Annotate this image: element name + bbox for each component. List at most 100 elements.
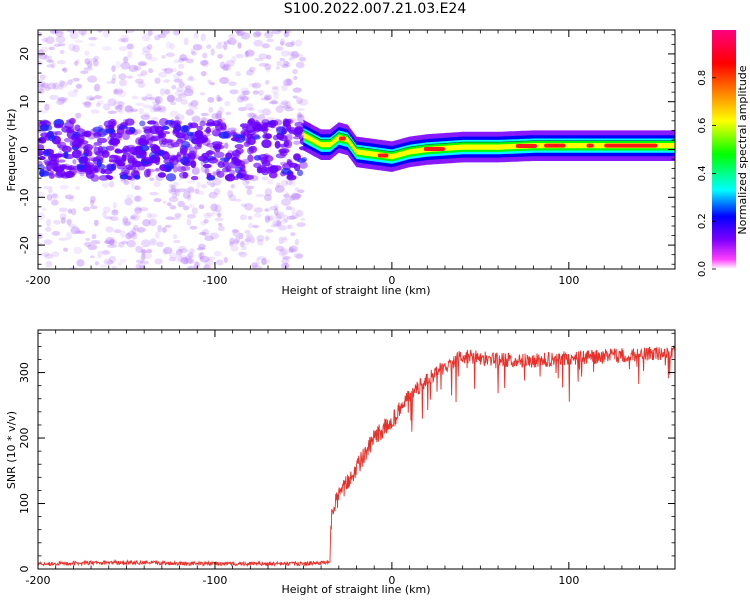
noise-blob — [224, 101, 231, 107]
noise-blob — [238, 94, 247, 99]
noise-blob — [68, 43, 76, 52]
noise-blob — [261, 108, 271, 116]
noise-blob — [169, 101, 177, 106]
noise-blob — [57, 96, 66, 105]
noise-blob — [231, 56, 237, 63]
noise-blob — [264, 95, 271, 100]
noise-blob — [242, 179, 249, 187]
noise-blob — [228, 34, 236, 39]
spectrogram-y-tick-label: -10 — [18, 188, 31, 206]
noise-blob — [251, 82, 262, 89]
noise-blob — [75, 59, 80, 64]
noise-blob — [202, 52, 208, 59]
noise-core-blob — [139, 120, 146, 127]
noise-blob — [235, 30, 242, 34]
noise-blob — [229, 89, 239, 95]
noise-blob — [142, 104, 152, 109]
noise-blob — [285, 100, 291, 109]
noise-blob — [288, 245, 298, 253]
noise-blob — [290, 232, 296, 237]
noise-blob — [184, 255, 192, 261]
noise-blob — [282, 238, 289, 243]
noise-core-blob — [81, 157, 91, 164]
noise-blob — [209, 81, 215, 86]
noise-blob — [44, 54, 49, 61]
noise-blob — [126, 194, 134, 199]
noise-blob — [53, 219, 61, 225]
noise-blob — [278, 248, 287, 257]
noise-blob — [257, 109, 263, 113]
noise-blob — [280, 248, 289, 256]
noise-blob — [196, 181, 202, 188]
noise-blob — [293, 252, 304, 259]
noise-core-blob — [220, 121, 227, 130]
spectrogram-y-tick-label: 0 — [18, 146, 31, 153]
noise-core-blob — [159, 132, 167, 139]
noise-blob — [283, 214, 289, 223]
noise-blob — [283, 31, 290, 38]
noise-blob — [60, 217, 66, 224]
noise-blob — [141, 33, 151, 42]
noise-core-blob — [166, 139, 173, 145]
noise-blob — [135, 102, 145, 106]
noise-blob — [208, 191, 218, 199]
noise-blob — [104, 216, 113, 220]
noise-blob — [211, 112, 219, 120]
noise-blob — [162, 200, 167, 204]
noise-blob — [251, 262, 258, 268]
noise-blob — [51, 251, 60, 257]
noise-blob — [108, 239, 118, 246]
noise-blob — [281, 218, 288, 224]
noise-core-blob — [107, 164, 116, 172]
noise-blob — [67, 79, 73, 85]
noise-blob — [191, 167, 200, 175]
spectrogram-x-axis-label: Height of straight line (km) — [281, 284, 430, 297]
noise-blob — [123, 180, 130, 185]
noise-core-blob — [76, 164, 85, 170]
snr-panel: -200 -100 0 100 0 100 200 300 Height of straig… — [5, 329, 676, 596]
noise-blob — [38, 88, 45, 95]
noise-core-blob — [98, 163, 106, 170]
noise-blob — [294, 187, 300, 192]
noise-blob — [236, 30, 245, 36]
noise-blob — [161, 68, 168, 72]
noise-core-blob — [42, 149, 50, 157]
noise-core-blob — [147, 120, 156, 125]
noise-blob — [181, 57, 189, 61]
noise-core-blob — [71, 149, 82, 159]
noise-blob — [241, 96, 250, 101]
noise-blob — [260, 97, 271, 101]
noise-blob — [273, 203, 279, 211]
noise-blob — [78, 30, 88, 36]
noise-blob — [271, 30, 281, 35]
noise-core-blob — [48, 173, 55, 179]
signal-band-layer — [303, 132, 675, 160]
noise-blob — [174, 255, 184, 263]
noise-blob — [135, 206, 142, 212]
noise-blob — [199, 251, 205, 260]
noise-blob — [72, 77, 80, 82]
noise-blob — [38, 84, 47, 91]
noise-blob — [273, 92, 279, 100]
noise-blob — [161, 248, 168, 256]
noise-blob — [51, 62, 56, 69]
noise-blob — [300, 217, 306, 222]
spectrogram-y-tick-label: 10 — [18, 95, 31, 109]
noise-blob — [264, 215, 271, 223]
noise-blob — [93, 59, 99, 67]
noise-blob — [266, 38, 274, 43]
noise-blob — [240, 95, 249, 102]
noise-blob — [46, 82, 57, 90]
noise-blob — [133, 195, 142, 202]
noise-blob — [126, 239, 136, 248]
noise-core-blob — [40, 132, 50, 138]
noise-blob — [230, 184, 235, 189]
noise-blob — [176, 166, 187, 173]
noise-blob — [205, 212, 215, 217]
noise-blob — [279, 57, 286, 62]
noise-blob — [206, 180, 212, 186]
spectrogram-y-axis-label: Frequency (Hz) — [5, 109, 18, 192]
noise-blob — [120, 230, 126, 238]
noise-blob — [269, 205, 278, 211]
noise-core-blob — [257, 154, 269, 161]
